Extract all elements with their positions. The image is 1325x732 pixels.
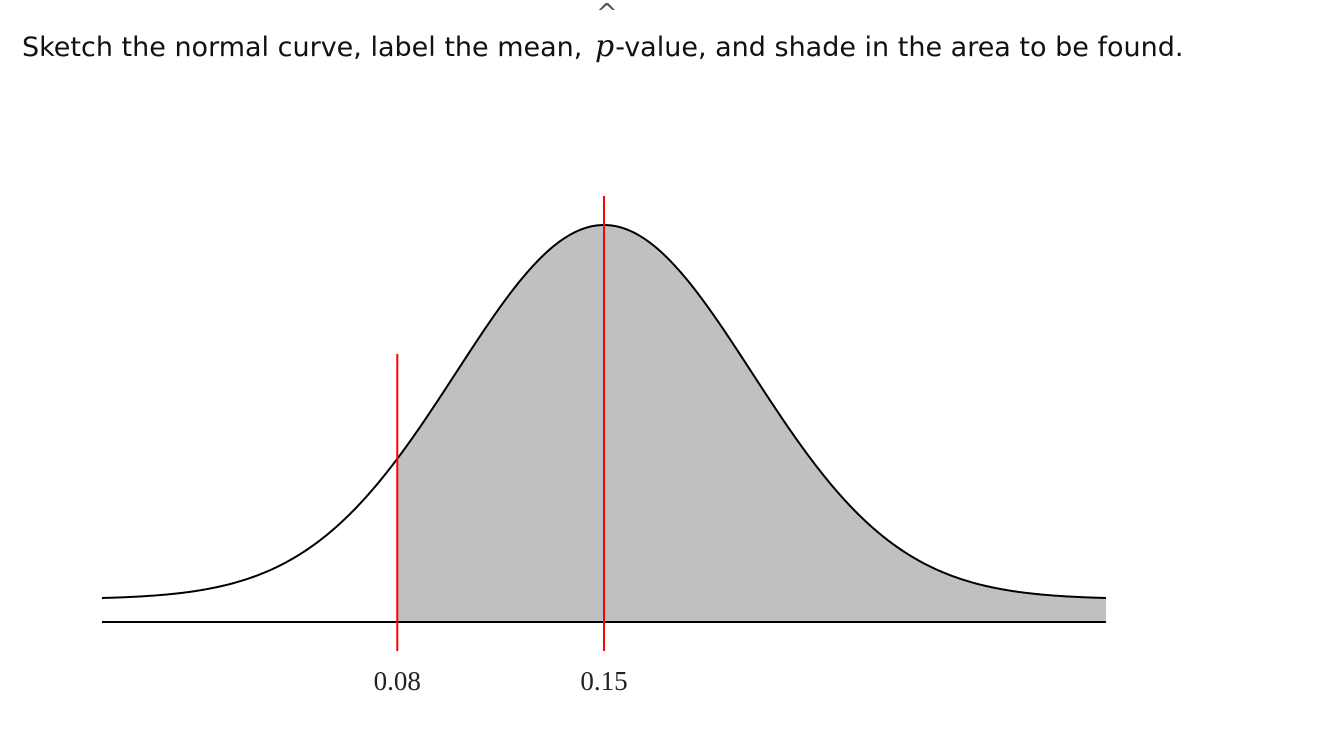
p-hat-symbol: ^ p	[594, 1, 618, 64]
hat-accent: ^	[595, 0, 618, 29]
shaded-area	[397, 225, 1106, 622]
tick-label-0-15: 0.15	[580, 666, 627, 696]
prompt-text-before: Sketch the normal curve, label the mean,	[22, 32, 583, 63]
question-prompt: Sketch the normal curve, label the mean,…	[22, 1, 1184, 64]
prompt-text-after: -value, and shade in the area to be foun…	[615, 32, 1184, 63]
tick-label-0-08: 0.08	[374, 666, 421, 696]
p-hat-letter: p	[594, 29, 615, 64]
